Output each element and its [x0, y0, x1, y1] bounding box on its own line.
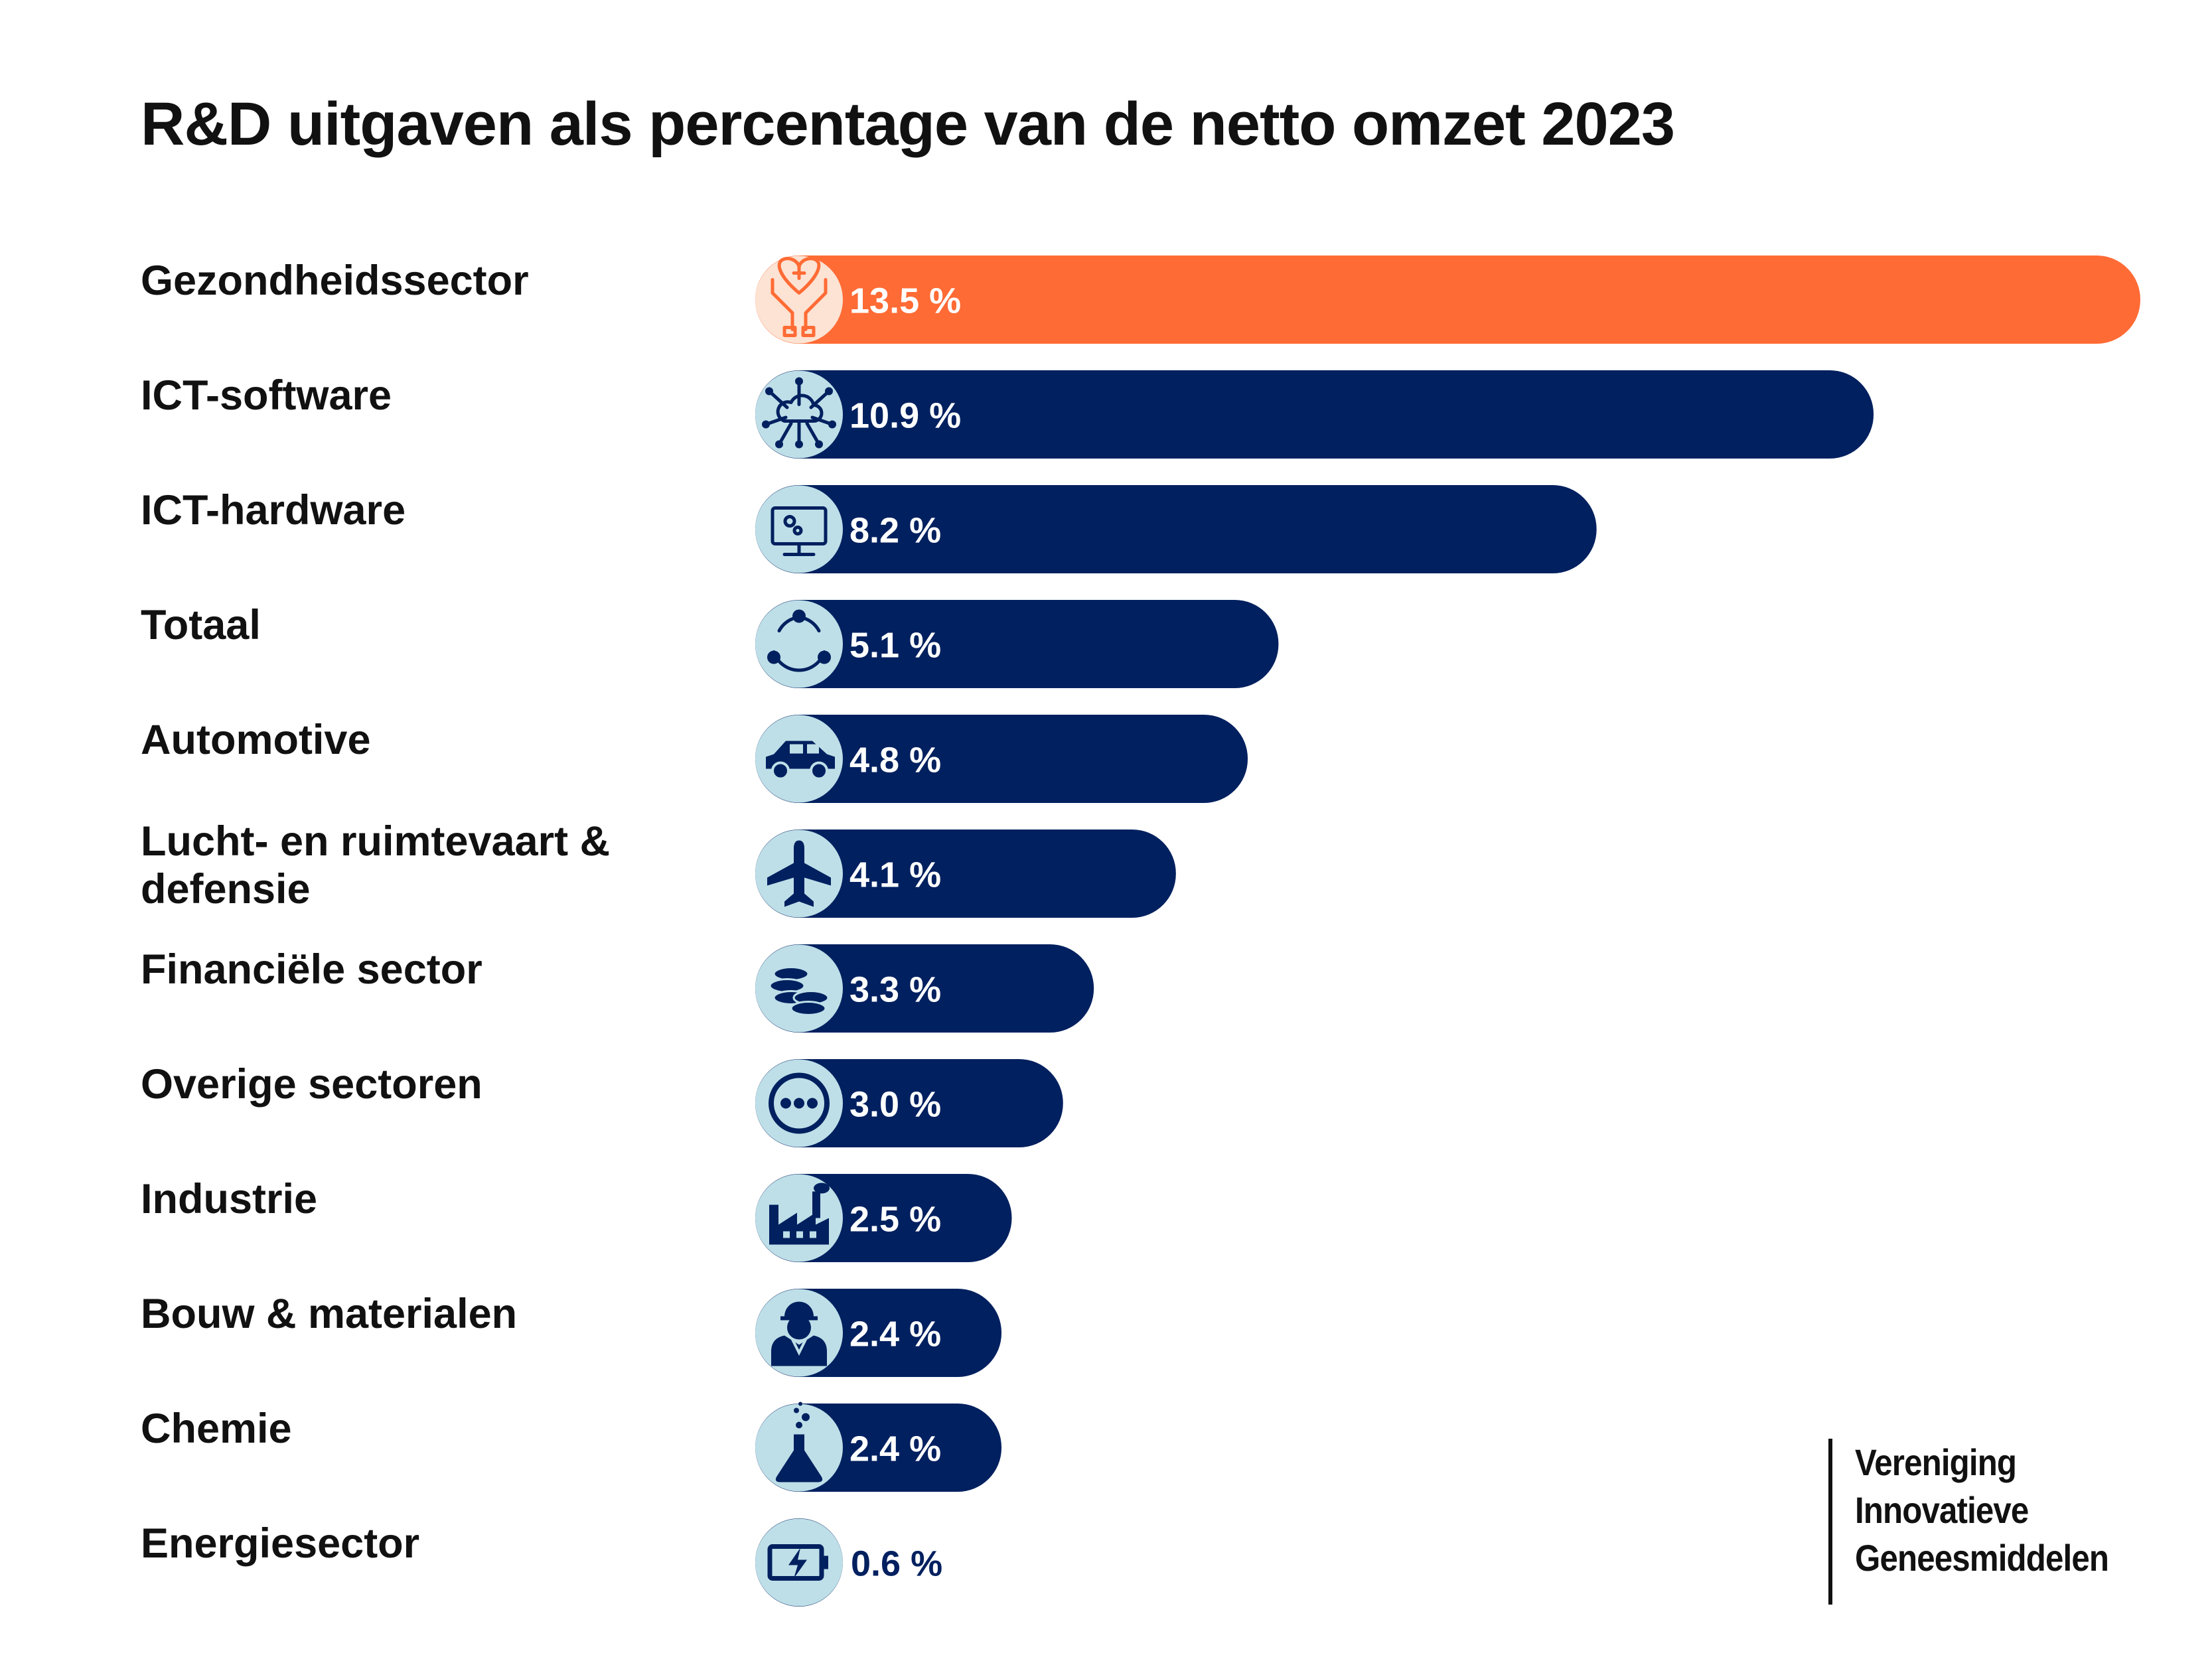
value-label: 8.2 %: [849, 511, 941, 551]
category-label: ICT-software: [141, 372, 392, 419]
category-label: Lucht- en ruimtevaart & defensie: [141, 818, 611, 912]
category-label: ICT-hardware: [141, 487, 406, 534]
airplane-icon: [755, 830, 843, 918]
heart-hands-icon: [755, 255, 843, 344]
category-label: Gezondheidssector: [141, 257, 529, 304]
value-label: 3.3 %: [849, 970, 941, 1010]
cloud-network-icon: [755, 370, 843, 459]
battery-icon: [755, 1518, 843, 1607]
category-label: Financiële sector: [141, 946, 482, 993]
category-label: Chemie: [141, 1406, 292, 1452]
cycle-icon: [755, 600, 843, 688]
category-label: Energiesector: [141, 1520, 420, 1567]
bar: [755, 485, 1597, 573]
category-label: Bouw & materialen: [141, 1291, 518, 1337]
bar: [755, 255, 2140, 344]
category-label: Totaal: [141, 602, 261, 648]
car-icon: [755, 715, 843, 803]
value-label: 13.5 %: [849, 281, 961, 321]
worker-icon: [755, 1289, 843, 1377]
value-label: 2.5 %: [849, 1200, 941, 1240]
category-label: Overige sectoren: [141, 1061, 482, 1108]
value-label: 4.8 %: [849, 741, 941, 780]
value-label: 0.6 %: [851, 1544, 942, 1584]
bar: [755, 944, 1094, 1033]
value-label: 10.9 %: [849, 396, 961, 436]
chart-title: R&D uitgaven als percentage van de netto…: [141, 90, 1675, 158]
category-label: Industrie: [141, 1176, 318, 1222]
bar: [755, 830, 1176, 918]
bar: [755, 600, 1279, 688]
value-label: 4.1 %: [849, 855, 941, 895]
logo-line: Vereniging: [1855, 1441, 2017, 1483]
value-label: 3.0 %: [849, 1085, 941, 1125]
value-label: 2.4 %: [849, 1315, 941, 1354]
organization-logo: Vereniging Innovatieve Geneesmiddelen: [1828, 1439, 2174, 1605]
factory-icon: [755, 1174, 843, 1262]
coins-icon: [755, 944, 843, 1033]
bar: [755, 370, 1874, 459]
logo-line: Geneesmiddelen: [1855, 1537, 2109, 1579]
bar: [755, 715, 1248, 803]
logo-line: Innovatieve: [1855, 1489, 2029, 1531]
value-label: 5.1 %: [849, 626, 941, 666]
more-dots-icon: [755, 1059, 843, 1147]
value-label: 2.4 %: [849, 1429, 941, 1469]
flask-icon: [755, 1402, 843, 1492]
category-label: Automotive: [141, 717, 371, 763]
computer-monitor-icon: [755, 485, 843, 573]
